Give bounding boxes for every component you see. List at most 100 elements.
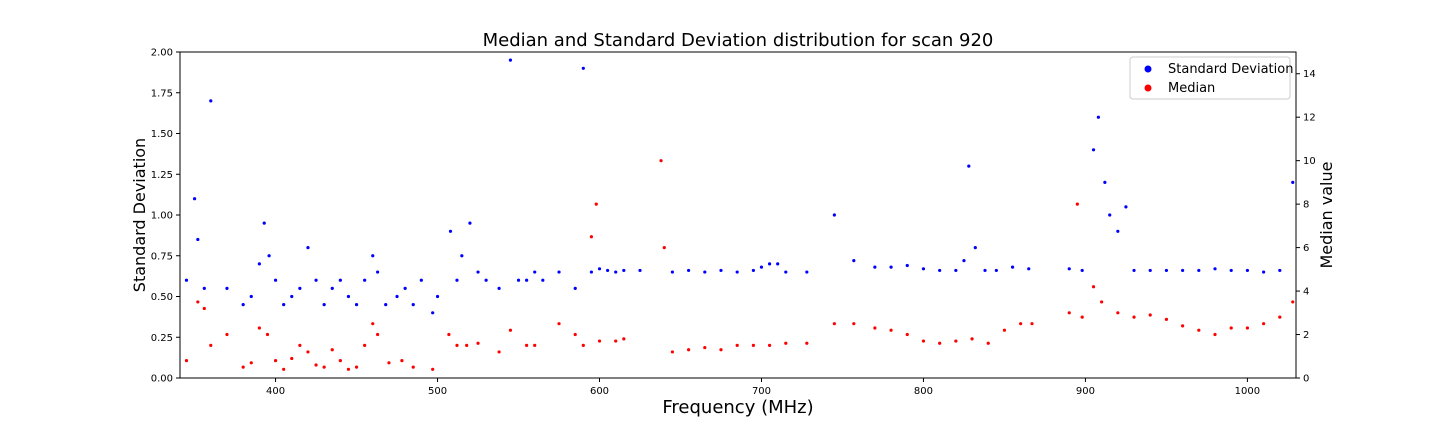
std-point <box>1124 205 1128 209</box>
median-point <box>614 339 618 343</box>
median-point <box>1229 326 1233 330</box>
median-point <box>322 365 326 369</box>
median-point <box>476 341 480 345</box>
median-point <box>659 159 663 163</box>
std-point <box>1091 148 1096 152</box>
x-tick-label: 400 <box>266 386 285 397</box>
std-point <box>267 254 271 258</box>
std-point <box>403 286 407 290</box>
median-point <box>298 343 302 347</box>
std-point <box>448 229 453 233</box>
std-point <box>508 58 513 62</box>
std-point <box>262 221 266 225</box>
std-point <box>460 254 464 258</box>
median-point <box>1245 326 1250 330</box>
median-point <box>1181 324 1185 328</box>
std-point <box>376 270 380 274</box>
std-point <box>967 164 971 168</box>
median-point <box>508 328 513 332</box>
median-point <box>306 350 310 354</box>
y-right-tick-label: 0 <box>1303 374 1309 385</box>
y-left-tick-label: 0.25 <box>151 333 173 344</box>
std-point <box>1245 268 1250 273</box>
median-point <box>986 341 990 345</box>
std-point <box>225 286 229 290</box>
std-point <box>354 303 359 307</box>
std-point <box>476 270 480 274</box>
std-point <box>557 270 561 274</box>
median-point <box>852 322 856 326</box>
std-point <box>298 286 302 290</box>
std-point <box>1229 268 1233 273</box>
std-point <box>395 294 399 299</box>
median-point <box>594 202 598 206</box>
median-point <box>447 332 451 337</box>
median-point <box>431 367 435 371</box>
legend-label-median: Median <box>1168 81 1215 96</box>
x-tick-label: 900 <box>1076 386 1095 397</box>
y-left-tick-label: 0.00 <box>151 374 173 385</box>
median-point <box>1291 300 1295 304</box>
x-axis-label: Frequency (MHz) <box>662 397 813 418</box>
legend-marker-median <box>1144 84 1152 92</box>
y-left-tick-label: 0.75 <box>151 251 173 262</box>
std-point <box>241 303 245 307</box>
x-tick-label: 500 <box>428 386 447 397</box>
std-point <box>597 267 602 271</box>
std-point <box>196 237 200 242</box>
median-point <box>209 343 213 347</box>
std-point <box>805 270 809 274</box>
median-point <box>1278 315 1282 319</box>
median-point <box>703 345 707 350</box>
std-point <box>759 265 764 269</box>
median-point <box>1067 311 1071 315</box>
median-point <box>1030 322 1034 326</box>
x-tick-label: 800 <box>914 386 933 397</box>
std-point <box>184 278 189 282</box>
median-point <box>282 367 286 371</box>
median-point <box>387 361 391 365</box>
median-point <box>687 348 691 352</box>
median-point <box>1019 322 1023 326</box>
std-point <box>784 270 788 274</box>
y-right-tick-label: 12 <box>1303 113 1316 124</box>
std-point <box>419 278 423 282</box>
std-point <box>1116 229 1120 233</box>
std-point <box>852 259 856 263</box>
median-point <box>954 339 958 343</box>
std-point <box>832 213 836 217</box>
std-point <box>638 268 642 273</box>
y-axis-left: 0.00 0.25 0.50 0.75 1.00 1.25 1.50 1.75 2.00 <box>151 48 180 385</box>
median-point <box>225 332 229 337</box>
legend-box <box>1129 56 1291 100</box>
std-point <box>1262 270 1266 274</box>
std-point <box>873 265 877 269</box>
y-right-tick-label: 8 <box>1303 200 1309 211</box>
std-point <box>573 286 577 290</box>
std-point <box>614 270 618 274</box>
std-point <box>1181 268 1185 273</box>
y-axis-right: 0 2 4 6 8 10 12 14 <box>1296 69 1316 385</box>
std-point <box>776 262 780 266</box>
std-point <box>497 286 501 290</box>
median-point <box>970 337 974 341</box>
std-point <box>533 270 537 274</box>
std-series <box>184 58 1295 315</box>
median-point <box>1080 315 1084 319</box>
std-point <box>767 262 772 266</box>
median-point <box>202 306 206 311</box>
x-tick-label: 600 <box>590 386 609 397</box>
median-point <box>257 326 261 330</box>
median-point <box>400 359 404 363</box>
std-point <box>338 278 342 282</box>
std-point <box>455 278 459 282</box>
median-point <box>751 343 755 347</box>
y-axis-right-label: Median value <box>1317 162 1336 269</box>
median-point <box>330 348 334 352</box>
median-point <box>1262 322 1266 326</box>
std-point <box>1010 265 1015 269</box>
y-left-tick-label: 1.25 <box>151 170 173 181</box>
median-point <box>1164 317 1169 321</box>
std-point <box>994 268 998 273</box>
